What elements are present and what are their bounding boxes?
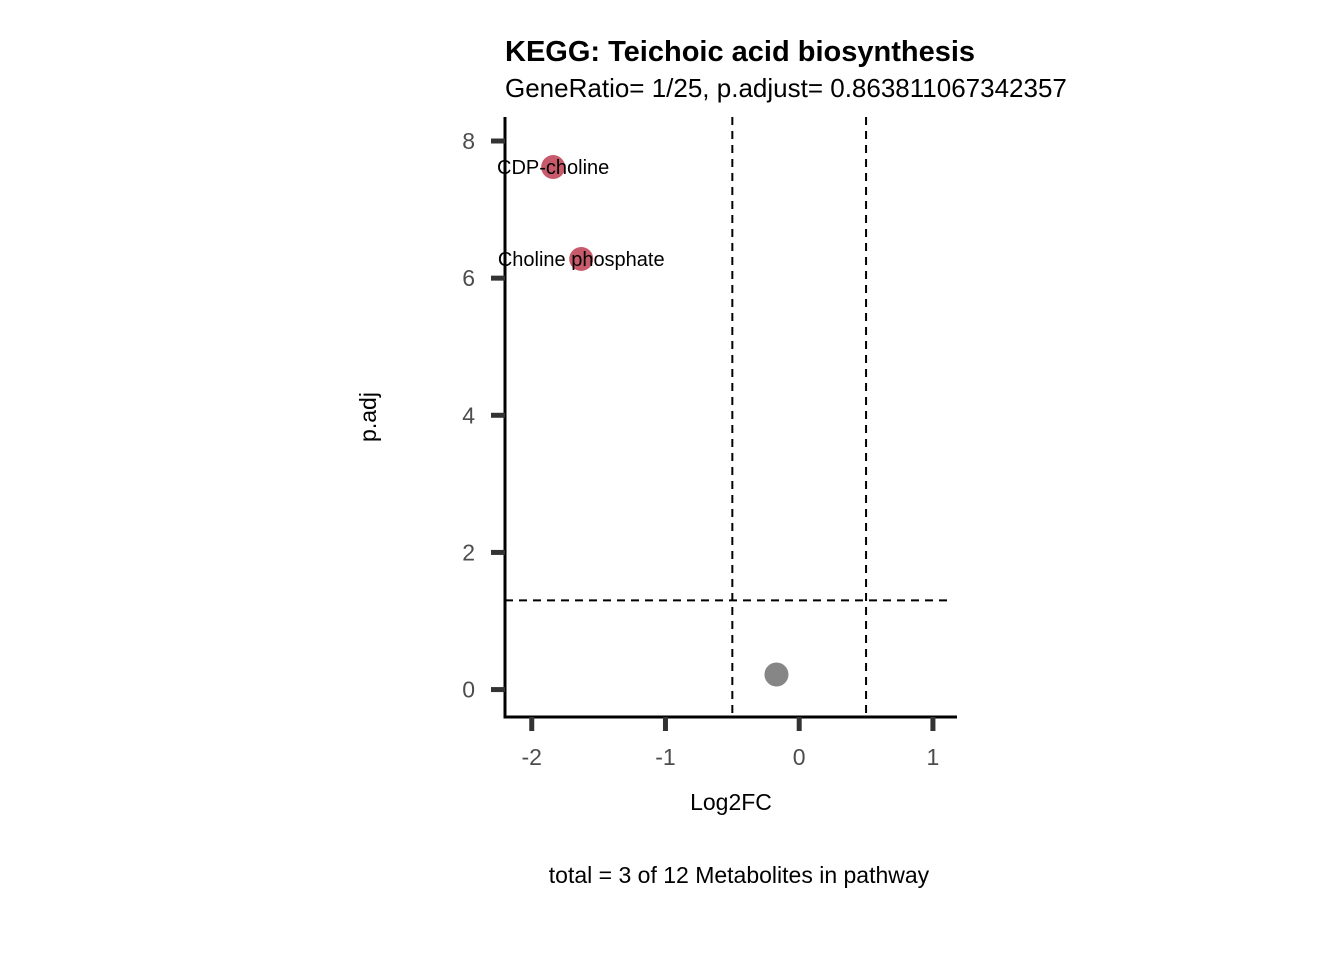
y-axis-title: p.adj — [355, 392, 381, 442]
ticks: -2 -1 0 1 0 2 4 6 8 — [462, 128, 939, 770]
axes — [503, 117, 957, 719]
data-point-0 — [541, 155, 566, 180]
point-label-1: Choline phosphate — [498, 249, 665, 271]
y-tick-label-1: 2 — [462, 539, 475, 565]
x-tick-label-0: -2 — [522, 744, 542, 770]
chart-subtitle: GeneRatio= 1/25, p.adjust= 0.86381106734… — [505, 73, 1067, 103]
data-points — [541, 155, 789, 687]
x-tick-label-1: -1 — [655, 744, 675, 770]
point-label-0: CDP-choline — [497, 157, 609, 179]
x-tick-label-3: 1 — [927, 744, 940, 770]
reference-lines — [505, 117, 950, 717]
x-tick-label-2: 0 — [793, 744, 806, 770]
chart-caption: total = 3 of 12 Metabolites in pathway — [549, 862, 930, 888]
y-tick-label-2: 4 — [462, 402, 475, 428]
y-tick-label-0: 0 — [462, 677, 475, 703]
data-point-2 — [764, 662, 789, 687]
chart-title: KEGG: Teichoic acid biosynthesis — [505, 36, 975, 68]
y-tick-label-4: 8 — [462, 128, 475, 154]
data-point-1 — [569, 246, 594, 271]
y-tick-label-3: 6 — [462, 265, 475, 291]
x-axis-title: Log2FC — [690, 789, 772, 815]
point-labels: CDP-choline Choline phosphate — [497, 157, 665, 271]
